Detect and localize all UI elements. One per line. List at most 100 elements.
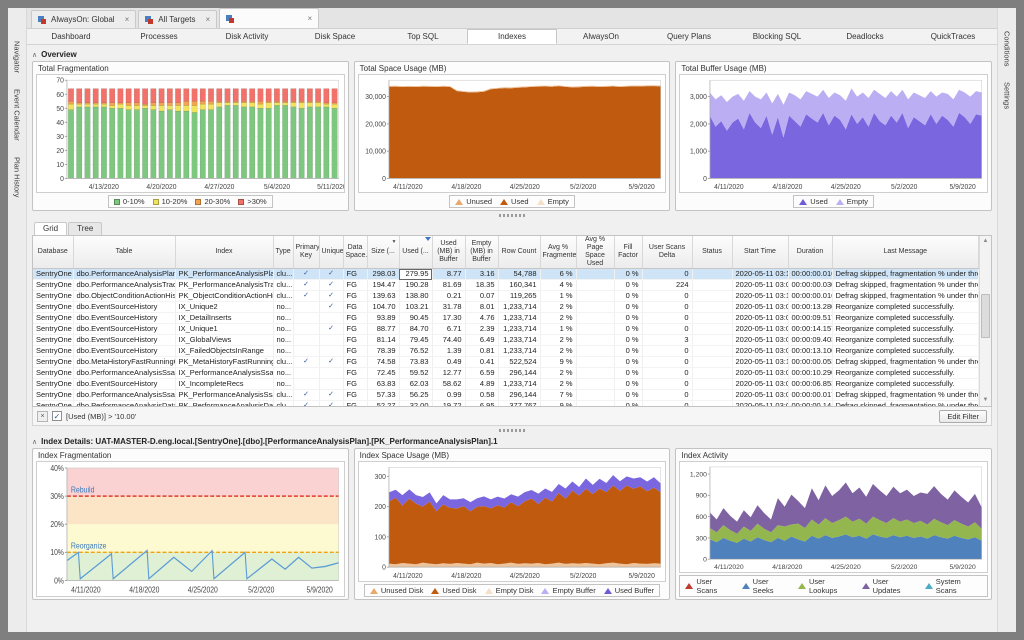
table-row[interactable]: SentryOnedbo.MetaHistoryFastRunningQuery… [33, 356, 979, 368]
triangle-marker-icon [835, 198, 844, 205]
tab-quicktraces[interactable]: QuickTraces [930, 32, 976, 41]
square-marker-icon [238, 198, 245, 205]
tab-blocking-sql[interactable]: Blocking SQL [752, 32, 802, 41]
column-header-status[interactable]: Status [692, 236, 733, 269]
svg-text:4/25/2020: 4/25/2020 [831, 564, 861, 571]
edit-filter-button[interactable]: Edit Filter [939, 409, 987, 423]
legend-item-unused-disk: Unused Disk [369, 586, 423, 595]
close-icon[interactable]: × [205, 15, 211, 24]
total-fragmentation-legend: 0-10% 10-20% 20-30% >30% [107, 195, 273, 208]
legend-label: Used [810, 197, 828, 206]
svg-text:5/2/2020: 5/2/2020 [570, 184, 596, 191]
tab-deadlocks[interactable]: Deadlocks [846, 32, 884, 41]
index-space-usage-chart[interactable]: 0 100 200 300 4/11/2020 4/18/2020 4/25/2020 5/2… [357, 461, 667, 582]
triangle-marker-icon [484, 587, 493, 594]
column-header-primary-key[interactable]: Primary Key [293, 236, 320, 269]
legend-label: User Lookups [808, 577, 838, 595]
overview-grid-splitter[interactable] [32, 211, 992, 220]
column-header-avg-page-space-used[interactable]: Avg % Page Space Used [576, 236, 615, 269]
legend-item-used: Used [799, 197, 828, 206]
column-header-size[interactable]: Size (... ▼ [367, 236, 400, 269]
tab-dashboard[interactable]: Dashboard [51, 32, 91, 41]
table-row[interactable]: SentryOne dbo.EventSourceHistory IX_Detail… [33, 312, 979, 324]
table-row[interactable]: SentryOne dbo.EventSourceHistory IX_Incomp… [33, 378, 979, 390]
column-header-duration[interactable]: Duration [788, 236, 833, 269]
column-header-type[interactable]: Type [273, 236, 294, 269]
table-row[interactable]: SentryOne dbo.EventSourceHistory IX_Global… [33, 334, 979, 346]
total-space-usage-chart[interactable]: 0 10,000 20,000 30,000 4/11/2020 4/18/2020 4/2… [357, 74, 667, 193]
tab-query-plans[interactable]: Query Plans [666, 32, 712, 41]
column-header-empty-mb-in-buffer[interactable]: Empty (MB) in Buffer [465, 236, 499, 269]
column-header-start-time[interactable]: Start Time [732, 236, 789, 269]
column-header-row-count[interactable]: Row Count [498, 236, 541, 269]
svg-text:4/20/2020: 4/20/2020 [146, 184, 176, 191]
dock-tab-navigator[interactable]: Navigator [12, 41, 22, 74]
overview-header[interactable]: ∧ Overview [32, 48, 992, 61]
table-row[interactable]: SentryOnedbo.ObjectConditionActionHistor… [33, 290, 979, 302]
table-row[interactable]: SentryOnedbo.PerformanceAnalysisDataTabl… [33, 400, 979, 406]
tab-disk-activity[interactable]: Disk Activity [225, 32, 269, 41]
svg-text:300: 300 [374, 474, 385, 481]
collapse-overview-icon[interactable]: ∧ [32, 51, 38, 59]
legend-label: User Updates [872, 577, 901, 595]
dock-tab-event-calendar[interactable]: Event Calendar [12, 89, 22, 141]
column-header-table[interactable]: Table [73, 236, 176, 269]
tab-top-sql[interactable]: Top SQL [407, 32, 439, 41]
grid-details-splitter[interactable] [32, 426, 992, 435]
svg-text:4/11/2020: 4/11/2020 [71, 585, 101, 595]
column-header-fill-factor[interactable]: Fill Factor [614, 236, 643, 269]
doc-tab-alwayson-global[interactable]: AlwaysOn: Global × [31, 10, 137, 28]
column-header-database[interactable]: Database [33, 236, 74, 269]
legend-label: Empty Buffer [552, 586, 596, 595]
scroll-down-icon[interactable]: ▼ [982, 397, 989, 403]
index-details-header[interactable]: ∧ Index Details: UAT-MASTER-D.eng.local.… [32, 435, 992, 448]
table-row[interactable]: SentryOne dbo.PerformanceAnalysisPlan PK_P… [33, 268, 979, 280]
svg-text:4/18/2020: 4/18/2020 [451, 573, 481, 580]
doc-tab-current-view[interactable]: × [219, 8, 320, 28]
svg-text:4/18/2020: 4/18/2020 [773, 564, 803, 571]
column-header-used[interactable]: Used (... [399, 236, 433, 269]
collapse-details-icon[interactable]: ∧ [32, 438, 38, 446]
scrollbar-thumb[interactable] [981, 294, 990, 339]
table-row[interactable]: SentryOnedbo.PerformanceAnalysisSsasUsag… [33, 367, 979, 379]
column-header-last-message[interactable]: Last Message [832, 236, 979, 269]
tab-processes[interactable]: Processes [140, 32, 178, 41]
svg-text:60: 60 [56, 92, 64, 99]
column-header-data-space[interactable]: Data Space... [343, 236, 368, 269]
dock-tab-conditions[interactable]: Conditions [1002, 31, 1012, 67]
clear-filter-button[interactable]: × [37, 410, 48, 422]
total-fragmentation-chart[interactable]: 0 10 20 30 40 50 60 70 4/13/2020 4/20/2020 4/27/20… [36, 74, 345, 193]
column-header-avg-fragmented[interactable]: Avg % Fragmented [540, 236, 577, 269]
column-header-unique[interactable]: Unique [319, 236, 344, 269]
filter-enabled-checkbox[interactable]: ✓ [52, 411, 62, 421]
table-row[interactable]: SentryOne dbo.EventSourceHistory IX_Unique… [33, 323, 979, 335]
table-row[interactable]: SentryOne dbo.EventSourceHistory IX_Unique… [33, 301, 979, 313]
table-row[interactable]: SentryOne dbo.EventSourceHistory IX_Failed… [33, 345, 979, 357]
table-row[interactable]: SentryOnedbo.PerformanceAnalysisTraceDat… [33, 279, 979, 291]
svg-text:5/9/2020: 5/9/2020 [628, 573, 654, 580]
scrollbar-track[interactable] [980, 247, 991, 395]
grid-view-tab-tree[interactable]: Tree [68, 222, 103, 235]
dock-tab-plan-history[interactable]: Plan History [12, 156, 22, 198]
index-fragmentation-chart[interactable]: Rebuild Reorganize 0% 10% 20% 30% 40% 4/11/2020… [36, 461, 345, 597]
doc-tab-all-targets[interactable]: All Targets × [138, 10, 218, 28]
close-icon[interactable]: × [307, 14, 313, 23]
scroll-up-icon[interactable]: ▲ [982, 238, 989, 244]
table-row[interactable]: SentryOnedbo.PerformanceAnalysisSsasUsag… [33, 389, 979, 401]
close-icon[interactable]: × [124, 15, 130, 24]
column-header-used-mb-in-buffer[interactable]: Used (MB) in Buffer [432, 236, 466, 269]
tab-disk-space[interactable]: Disk Space [314, 32, 356, 41]
svg-text:200: 200 [374, 504, 385, 511]
tab-alwayson[interactable]: AlwaysOn [582, 32, 619, 41]
index-activity-chart[interactable]: 0 300 600 900 1,200 4/11/2020 4/18/2020 4/25/20… [679, 461, 989, 573]
column-header-index[interactable]: Index [175, 236, 274, 269]
tab-indexes[interactable]: Indexes [467, 29, 557, 44]
svg-text:Reorganize: Reorganize [71, 541, 107, 551]
grid-view-tab-grid[interactable]: Grid [34, 222, 68, 235]
total-buffer-usage-chart[interactable]: 0 1,000 2,000 3,000 4/11/2020 4/18/2020 4/25/2… [679, 74, 989, 193]
filter-expression[interactable]: [Used (MB)] > '10.00' [66, 411, 137, 421]
grid-vertical-scrollbar[interactable]: ▲ ▼ [979, 236, 991, 406]
dock-tab-settings[interactable]: Settings [1002, 82, 1012, 110]
column-header-user-scans-delta[interactable]: User Scans Delta [642, 236, 693, 269]
filter-funnel-icon[interactable] [424, 237, 431, 241]
